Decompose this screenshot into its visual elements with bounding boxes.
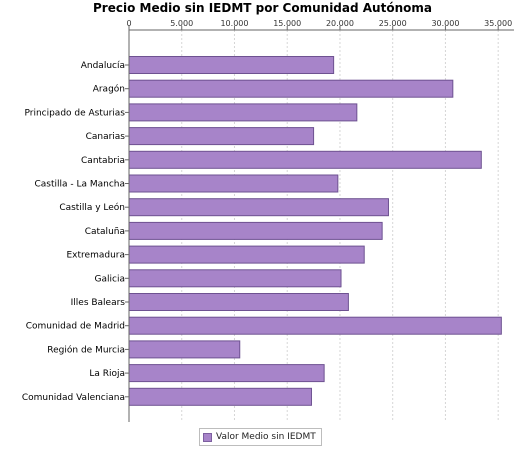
bar — [128, 79, 454, 98]
category-label: Principado de Asturias — [24, 108, 125, 118]
category-label: Castilla - La Mancha — [34, 180, 125, 190]
bar — [128, 103, 358, 122]
bar — [128, 221, 383, 240]
category-label: Región de Murcia — [47, 344, 125, 355]
bar — [128, 340, 241, 359]
category-label: Extremadura — [67, 251, 126, 261]
category-label: Galicia — [95, 274, 125, 284]
category-label: Castilla y León — [59, 202, 125, 213]
x-tick-label: 5.000 — [170, 19, 193, 28]
bar — [128, 150, 482, 169]
category-label: Cataluña — [85, 227, 125, 237]
legend-swatch — [203, 432, 212, 442]
x-tick-label: 10.000 — [220, 19, 248, 28]
category-label: Andalucía — [81, 61, 125, 71]
bar — [128, 174, 339, 193]
bar — [128, 316, 502, 335]
x-tick-label: 30.000 — [431, 19, 459, 28]
legend-label: Valor Medio sin IEDMT — [216, 432, 316, 442]
x-tick-label: 15.000 — [273, 19, 301, 28]
x-tick-label: 25.000 — [379, 19, 407, 28]
category-label: Canarias — [86, 132, 126, 142]
category-label: Cantabria — [81, 156, 125, 166]
category-label: Comunidad Valenciana — [22, 393, 125, 403]
x-tick-label: 35.000 — [484, 19, 512, 28]
bar — [128, 269, 342, 288]
category-label: La Rioja — [89, 369, 125, 379]
category-label: Illes Balears — [71, 298, 126, 308]
bar — [128, 364, 325, 383]
x-tick-label: 0 — [126, 19, 131, 28]
category-label: Aragón — [93, 84, 125, 95]
category-label: Comunidad de Madrid — [26, 322, 125, 332]
bar — [128, 198, 389, 217]
chart-title: Precio Medio sin IEDMT por Comunidad Aut… — [93, 1, 432, 15]
x-tick-label: 20.000 — [326, 19, 354, 28]
bar — [128, 387, 312, 406]
bar — [128, 245, 365, 264]
legend: Valor Medio sin IEDMT — [199, 428, 322, 446]
bar — [128, 56, 335, 74]
bar — [128, 127, 315, 146]
bar — [128, 293, 349, 311]
